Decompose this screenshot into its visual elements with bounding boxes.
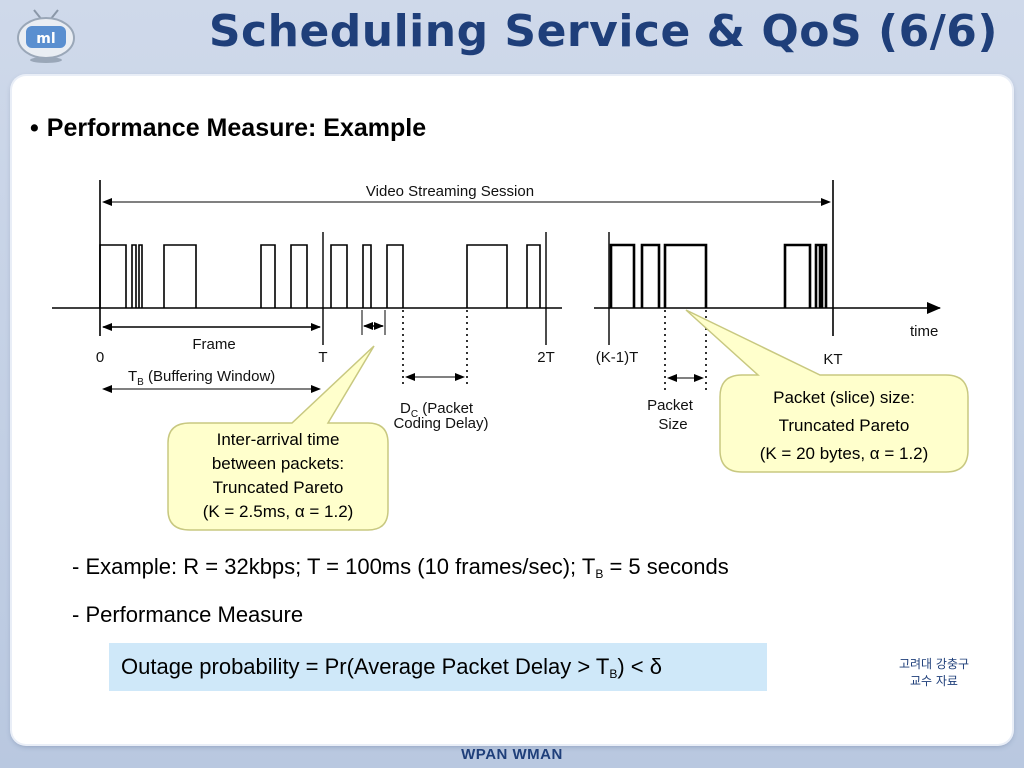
credit-line-1: 고려대 강충구 xyxy=(898,657,970,671)
coding-delay-label-line2: Coding Delay) xyxy=(393,415,488,432)
callout-inter-arrival xyxy=(167,345,389,531)
callout-line: Truncated Pareto xyxy=(778,416,910,435)
slide-footer: WPAN WMAN xyxy=(461,746,563,763)
credit-line-2: 교수 자료 xyxy=(910,674,958,688)
heading-text: Performance Measure: Example xyxy=(46,114,427,142)
tick-K-1-T: (K-1)T xyxy=(596,349,639,366)
outage-probability-formula: Outage probability = Pr(Average Packet D… xyxy=(109,643,767,691)
callout-line: (K = 20 bytes, α = 1.2) xyxy=(759,444,929,463)
performance-measure-line: - Performance Measure xyxy=(72,602,304,627)
frame-label: Frame xyxy=(192,336,235,353)
tick-0: 0 xyxy=(96,349,104,366)
callout-line: Truncated Pareto xyxy=(212,478,344,497)
packet-size-callout-text: Packet (slice) size: Truncated Pareto (K… xyxy=(720,384,968,468)
time-label: time xyxy=(910,323,938,340)
callout-packet-size xyxy=(685,309,969,473)
callout-line: Packet (slice) size: xyxy=(773,388,915,407)
coding-delay-label: DC (Packet xyxy=(400,400,474,420)
source-credit: 고려대 강충구 교수 자료 xyxy=(866,656,1002,690)
callout-line: between packets: xyxy=(211,454,345,473)
packet-pulses-frame2 xyxy=(330,244,541,308)
tick-KT: KT xyxy=(823,351,842,368)
inter-arrival-callout-text: Inter-arrival time between packets: Trun… xyxy=(168,428,388,524)
packet-size-label-line2: Size xyxy=(658,416,687,433)
packet-size-label: Packet xyxy=(647,397,694,414)
packet-pulses-frame-k xyxy=(609,243,828,308)
tick-2T: 2T xyxy=(537,349,555,366)
callout-line: (K = 2.5ms, α = 1.2) xyxy=(202,502,354,521)
packet-pulses-frame1 xyxy=(99,244,308,308)
ml-logo-icon: ml xyxy=(17,9,75,63)
alpha-symbol: α xyxy=(294,502,305,521)
callout-line: Inter-arrival time xyxy=(216,430,340,449)
delta-symbol: δ xyxy=(649,654,663,679)
session-label: Video Streaming Session xyxy=(366,183,534,200)
example-line: - Example: R = 32kbps; T = 100ms (10 fra… xyxy=(72,554,729,581)
bullet: • xyxy=(30,114,39,142)
slide-title: Scheduling Service & QoS (6/6) xyxy=(208,6,998,57)
alpha-symbol: α xyxy=(869,444,880,463)
slide-heading: • Performance Measure: Example xyxy=(30,114,426,143)
buffering-window-label: TB (Buffering Window) xyxy=(128,368,275,388)
tick-T: T xyxy=(318,349,327,366)
svg-text:ml: ml xyxy=(36,31,55,47)
